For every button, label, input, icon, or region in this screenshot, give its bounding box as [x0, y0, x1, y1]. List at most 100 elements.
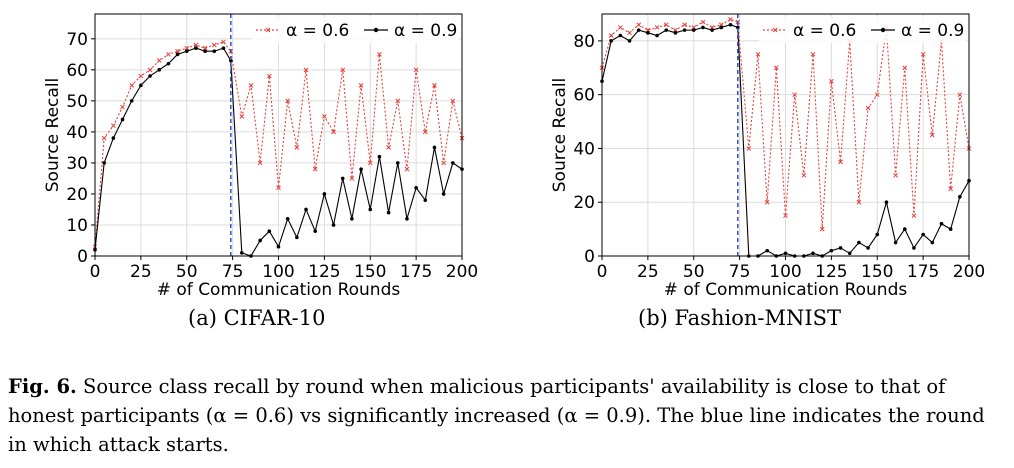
data-point-alpha-09 — [148, 74, 152, 78]
legend-marker-alpha-09 — [880, 27, 886, 33]
data-point-alpha-09 — [646, 31, 650, 35]
data-point-alpha-06 — [948, 186, 954, 192]
data-point-alpha-06 — [746, 146, 752, 151]
y-tick-label: 80 — [573, 32, 595, 52]
data-point-alpha-09 — [120, 117, 125, 122]
figure-caption: Fig. 6. Source class recall by round whe… — [8, 372, 1008, 459]
data-point-alpha-06 — [367, 160, 373, 166]
data-point-alpha-09 — [405, 216, 409, 221]
data-point-alpha-09 — [783, 251, 788, 256]
data-point-alpha-06 — [120, 104, 125, 110]
data-point-alpha-06 — [422, 129, 428, 135]
data-point-alpha-06 — [773, 65, 779, 71]
legend: α = 0.6 α = 0.9 — [759, 17, 966, 43]
data-point-alpha-06 — [303, 67, 309, 73]
data-point-alpha-09 — [368, 207, 373, 212]
data-point-alpha-09 — [350, 216, 354, 221]
data-point-alpha-09 — [111, 136, 116, 140]
data-point-alpha-09 — [267, 229, 272, 233]
legend-label-alpha-09: α = 0.9 — [394, 21, 457, 41]
data-point-alpha-09 — [673, 31, 678, 35]
data-point-alpha-09 — [386, 210, 391, 215]
data-point-alpha-06 — [682, 22, 687, 28]
data-point-alpha-09 — [322, 192, 327, 196]
data-point-alpha-06 — [441, 160, 447, 166]
data-point-alpha-09 — [765, 248, 769, 253]
data-point-alpha-06 — [294, 145, 300, 150]
data-point-alpha-06 — [654, 25, 660, 30]
data-point-alpha-06 — [147, 67, 153, 73]
data-point-alpha-09 — [866, 246, 870, 250]
data-point-alpha-06 — [663, 22, 669, 28]
y-tick-label: 0 — [584, 247, 595, 267]
y-tick-label: 50 — [66, 92, 88, 112]
data-point-alpha-09 — [701, 25, 705, 30]
data-point-alpha-09 — [377, 154, 382, 159]
data-point-alpha-06 — [792, 92, 798, 98]
data-point-alpha-09 — [838, 246, 843, 250]
data-point-alpha-09 — [184, 49, 189, 54]
data-point-alpha-09 — [939, 221, 944, 226]
x-tick-label: 50 — [683, 262, 705, 282]
data-point-alpha-06 — [331, 129, 336, 135]
y-tick-label: 60 — [573, 86, 595, 106]
data-point-alpha-09 — [129, 99, 134, 103]
data-point-alpha-09 — [948, 227, 953, 231]
y-tick-label: 40 — [66, 123, 88, 143]
data-point-alpha-06 — [322, 114, 327, 119]
data-point-alpha-06 — [266, 73, 272, 79]
data-point-alpha-06 — [957, 92, 963, 98]
data-point-alpha-09 — [930, 240, 935, 245]
data-point-alpha-09 — [194, 46, 198, 50]
x-tick-label: 100 — [769, 262, 801, 282]
subcaption-fashion-mnist: (b) Fashion-MNIST — [638, 306, 842, 330]
data-point-alpha-06 — [874, 92, 880, 98]
data-point-alpha-06 — [764, 199, 770, 205]
chart-fashion-mnist-canvas: 0 25 50 75 100 125 150 175 200 0 20 40 60 80 # of Comm… — [550, 13, 985, 300]
data-point-alpha-09 — [691, 28, 696, 32]
data-point-alpha-09 — [893, 240, 898, 245]
data-point-alpha-09 — [432, 145, 437, 150]
x-tick-label: 150 — [861, 262, 893, 282]
data-point-alpha-06 — [257, 160, 263, 166]
data-point-alpha-06 — [627, 30, 632, 36]
x-tick-label: 200 — [953, 262, 985, 282]
data-point-alpha-06 — [184, 45, 190, 51]
data-point-alpha-09 — [875, 232, 880, 237]
data-point-alpha-06 — [810, 51, 816, 57]
data-point-alpha-06 — [386, 145, 391, 150]
data-point-alpha-06 — [432, 83, 437, 88]
data-point-alpha-09 — [331, 223, 336, 227]
legend-label-alpha-09: α = 0.9 — [901, 21, 964, 41]
y-tick-label: 10 — [66, 216, 88, 236]
data-point-alpha-09 — [857, 240, 861, 245]
data-point-alpha-09 — [682, 28, 687, 32]
data-point-alpha-06 — [110, 123, 116, 129]
data-point-alpha-09 — [912, 246, 916, 250]
data-point-alpha-06 — [193, 42, 199, 48]
data-point-alpha-09 — [451, 161, 455, 165]
data-point-alpha-09 — [340, 176, 345, 181]
data-point-alpha-06 — [718, 22, 724, 28]
data-point-alpha-06 — [617, 25, 623, 30]
data-point-alpha-06 — [673, 27, 678, 33]
x-axis-label: # of Communication Rounds — [664, 280, 908, 300]
data-point-alpha-06 — [755, 51, 761, 57]
data-point-alpha-09 — [609, 39, 613, 43]
data-point-alpha-09 — [276, 244, 281, 249]
data-point-alpha-09 — [811, 251, 815, 256]
data-point-alpha-06 — [728, 17, 733, 22]
y-tick-label: 20 — [573, 193, 595, 213]
data-point-alpha-06 — [902, 65, 908, 71]
legend-marker-alpha-09 — [373, 27, 379, 33]
data-point-alpha-09 — [157, 68, 162, 72]
series-line-alpha-06 — [94, 41, 463, 247]
data-point-alpha-06 — [450, 98, 456, 104]
figure-label: Fig. 6. — [8, 375, 77, 398]
data-point-alpha-06 — [893, 172, 898, 178]
chart-cifar10-canvas: 0 25 50 75 100 125 150 175 200 0 10 20 30 40 50 60 70 # o… — [43, 13, 478, 300]
data-point-alpha-06 — [248, 83, 254, 88]
y-tick-label: 30 — [66, 154, 88, 174]
figure-caption-text: Source class recall by round when malici… — [8, 375, 985, 456]
data-point-alpha-09 — [414, 185, 418, 190]
